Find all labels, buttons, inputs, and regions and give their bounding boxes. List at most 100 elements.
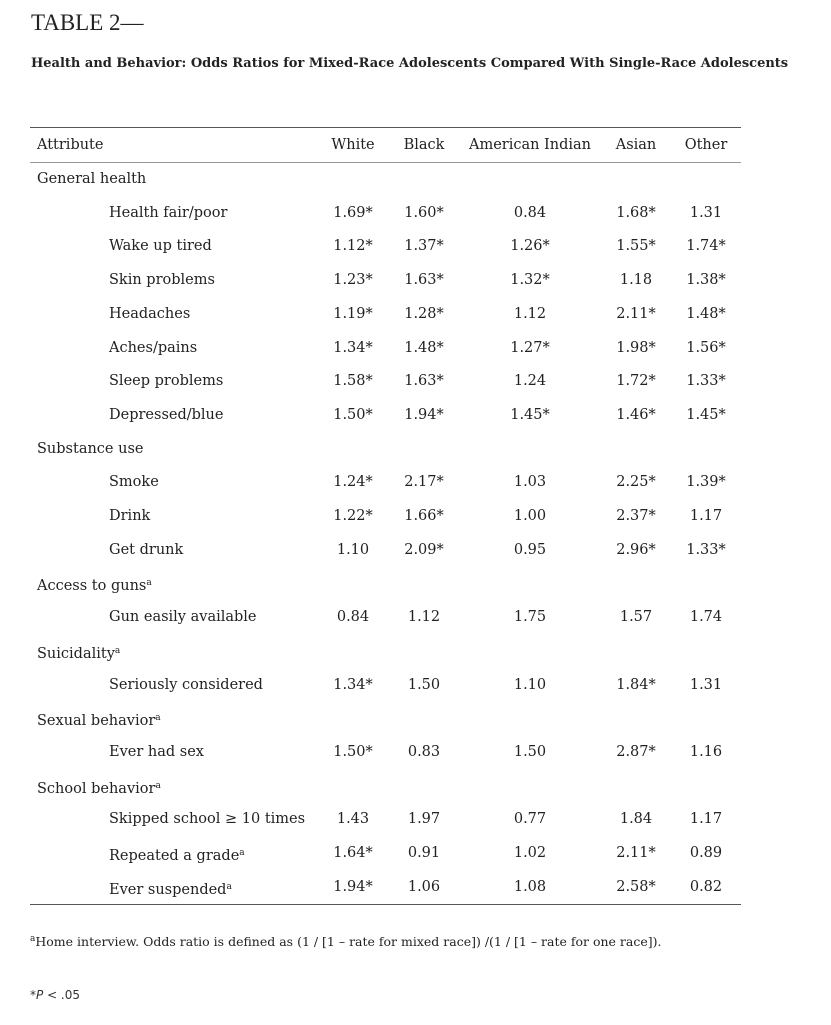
row-label-text: Wake up tired — [109, 238, 212, 255]
footnote-marker: a — [155, 713, 161, 724]
row-label-text: Get drunk — [109, 541, 184, 558]
cell-value: 1.48* — [686, 305, 726, 322]
cell-value: 2.17* — [404, 474, 444, 491]
section-label: Suicidalitya — [37, 641, 120, 664]
cell-value: 1.03 — [513, 474, 547, 491]
cell-value: 1.17 — [689, 508, 723, 524]
cell-value: 1.24* — [333, 474, 373, 491]
column-header: Other — [684, 137, 728, 153]
cell-value: 1.28* — [404, 305, 444, 322]
section-label-text: Access to guns — [37, 578, 147, 595]
column-header: Asian — [615, 137, 657, 153]
cell-value: 1.50* — [333, 743, 373, 760]
cell-value: 0.95 — [513, 541, 547, 558]
cell-value: 1.16 — [689, 743, 723, 760]
row-label-text: Sleep problems — [109, 373, 224, 390]
cell-value: 1.63* — [404, 272, 444, 289]
cell-value: 1.75 — [513, 609, 547, 626]
cell-value: 1.58* — [333, 373, 373, 390]
cell-value: 1.37* — [404, 238, 444, 255]
cell-value: 1.23* — [333, 272, 373, 289]
cell-value: 1.06 — [407, 878, 441, 895]
cell-value: 2.87* — [616, 743, 656, 760]
cell-value: 1.46* — [616, 406, 656, 423]
section-label: Substance use — [37, 439, 143, 459]
cell-value: 1.45* — [686, 406, 726, 423]
footnote-marker: * — [30, 988, 36, 1002]
cell-value: 1.10 — [336, 541, 370, 558]
cell-value: 1.84 — [619, 811, 653, 828]
row-label: Get drunk — [109, 540, 183, 560]
row-label: Ever suspendeda — [109, 877, 232, 900]
cell-value: 1.33* — [686, 373, 726, 390]
cell-value: 2.58* — [616, 878, 656, 895]
cell-value: 1.02 — [513, 845, 547, 861]
cell-value: 0.84 — [336, 609, 370, 626]
cell-value: 1.18 — [619, 272, 653, 289]
footnote-marker: a — [155, 780, 161, 791]
cell-value: 1.69* — [333, 204, 373, 221]
row-label-text: Seriously considered — [109, 676, 263, 693]
row-label: Skipped school ≥ 10 times — [109, 809, 305, 829]
row-label: Ever had sex — [109, 742, 204, 762]
row-label: Health fair/poor — [109, 203, 227, 223]
cell-value: 1.48* — [404, 339, 444, 356]
row-label: Seriously considered — [109, 675, 263, 695]
row-label: Depressed/blue — [109, 405, 223, 425]
row-label-text: Repeated a grade — [109, 848, 240, 864]
cell-value: 1.97 — [407, 811, 441, 828]
cell-value: 1.64* — [333, 845, 373, 861]
cell-value: 2.11* — [616, 305, 656, 322]
cell-value: 2.09* — [404, 541, 444, 558]
cell-value: 1.31 — [689, 204, 723, 221]
cell-value: 1.94* — [333, 878, 373, 895]
cell-value: 1.94* — [404, 406, 444, 423]
cell-value: 1.33* — [686, 541, 726, 558]
cell-value: 1.45* — [510, 406, 550, 423]
cell-value: 1.26* — [510, 238, 550, 255]
table-subtitle: Health and Behavior: Odds Ratios for Mix… — [31, 56, 789, 71]
cell-value: 1.00 — [513, 508, 547, 524]
column-header: American Indian — [468, 137, 592, 153]
section-label-text: Substance use — [37, 440, 144, 457]
cell-value: 1.38* — [686, 272, 726, 289]
footnote: *P < .05 — [30, 988, 80, 1002]
footnote: aHome interview. Odds ratio is defined a… — [30, 934, 661, 949]
footnote-text: < .05 — [43, 988, 81, 1002]
row-label-text: Depressed/blue — [109, 406, 224, 423]
cell-value: 1.19* — [333, 305, 373, 322]
cell-value: 0.82 — [689, 878, 723, 895]
row-label-text: Gun easily available — [109, 609, 257, 626]
cell-value: 1.10 — [513, 676, 547, 693]
row-label-text: Skipped school ≥ 10 times — [109, 811, 306, 828]
section-label: General health — [37, 169, 146, 189]
cell-value: 2.96* — [616, 541, 656, 558]
cell-value: 1.08 — [513, 878, 547, 895]
cell-value: 1.34* — [333, 676, 373, 693]
row-label: Repeated a gradea — [109, 843, 245, 866]
footnote-marker: a — [30, 934, 36, 944]
footnote-marker: a — [146, 578, 152, 589]
cell-value: 1.12 — [513, 305, 547, 322]
row-label-text: Ever suspended — [109, 881, 227, 898]
cell-value: 1.50 — [513, 743, 547, 760]
cell-value: 1.31 — [689, 676, 723, 693]
cell-value: 0.89 — [689, 845, 723, 861]
cell-value: 1.12 — [407, 609, 441, 626]
cell-value: 1.50 — [407, 676, 441, 693]
row-label-text: Headaches — [109, 305, 191, 322]
top-rule — [30, 127, 741, 128]
header-rule — [30, 162, 741, 163]
section-label-text: School behavior — [37, 780, 156, 797]
cell-value: 1.68* — [616, 204, 656, 221]
cell-value: 1.55* — [616, 238, 656, 255]
row-label-text: Ever had sex — [109, 743, 204, 760]
row-label: Gun easily available — [109, 607, 257, 627]
cell-value: 2.25* — [616, 474, 656, 491]
cell-value: 1.56* — [686, 339, 726, 356]
section-label-text: Suicidality — [37, 645, 115, 662]
footnote-text: Home interview. Odds ratio is defined as… — [35, 934, 662, 949]
row-label: Sleep problems — [109, 371, 223, 391]
table-title: TABLE 2— — [31, 10, 144, 35]
cell-value: 0.84 — [513, 204, 547, 221]
